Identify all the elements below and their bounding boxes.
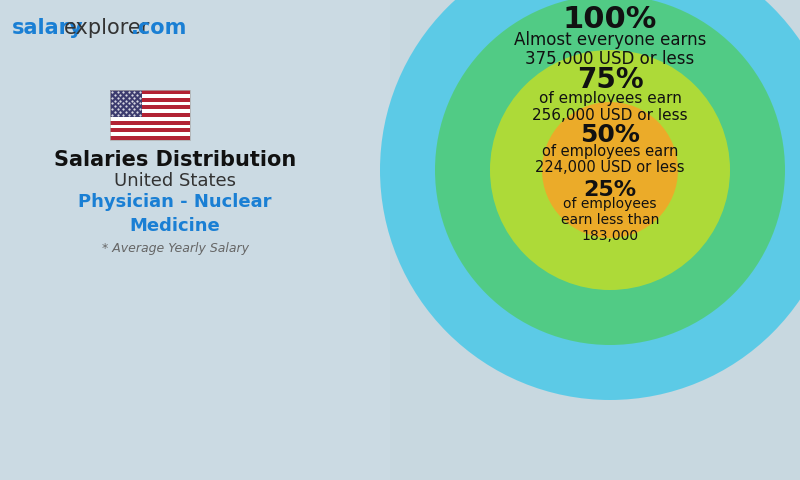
Bar	[110, 121, 190, 125]
Bar	[110, 132, 190, 136]
Bar	[110, 117, 190, 121]
Text: 75%: 75%	[577, 66, 643, 94]
Text: 256,000 USD or less: 256,000 USD or less	[532, 108, 688, 123]
Circle shape	[490, 50, 730, 290]
Bar	[110, 102, 190, 106]
Bar	[110, 109, 190, 113]
Bar	[110, 136, 190, 140]
Text: Almost everyone earns: Almost everyone earns	[514, 31, 706, 49]
Text: 25%: 25%	[583, 180, 637, 200]
Bar	[110, 129, 190, 132]
Text: * Average Yearly Salary: * Average Yearly Salary	[102, 242, 249, 255]
Text: .com: .com	[131, 18, 187, 38]
Text: of employees: of employees	[563, 197, 657, 211]
Text: of employees earn: of employees earn	[542, 144, 678, 159]
Bar	[110, 94, 190, 98]
Text: of employees earn: of employees earn	[538, 91, 682, 106]
Bar	[110, 90, 142, 117]
Bar	[110, 106, 190, 109]
Text: Physician - Nuclear
Medicine: Physician - Nuclear Medicine	[78, 193, 272, 235]
Circle shape	[435, 0, 785, 345]
Text: 100%: 100%	[563, 5, 657, 35]
Text: earn less than: earn less than	[561, 214, 659, 228]
Text: explorer: explorer	[64, 18, 150, 38]
Circle shape	[380, 0, 800, 400]
Text: salary: salary	[12, 18, 84, 38]
Text: United States: United States	[114, 172, 236, 190]
Text: 183,000: 183,000	[582, 229, 638, 243]
Bar	[110, 98, 190, 102]
Text: 50%: 50%	[580, 123, 640, 147]
Bar	[110, 125, 190, 129]
Circle shape	[542, 102, 678, 238]
Text: 375,000 USD or less: 375,000 USD or less	[526, 50, 694, 68]
FancyBboxPatch shape	[0, 0, 390, 480]
Bar	[110, 90, 190, 140]
Text: 224,000 USD or less: 224,000 USD or less	[535, 160, 685, 176]
Bar	[110, 90, 190, 94]
Bar	[110, 113, 190, 117]
Text: Salaries Distribution: Salaries Distribution	[54, 150, 296, 170]
